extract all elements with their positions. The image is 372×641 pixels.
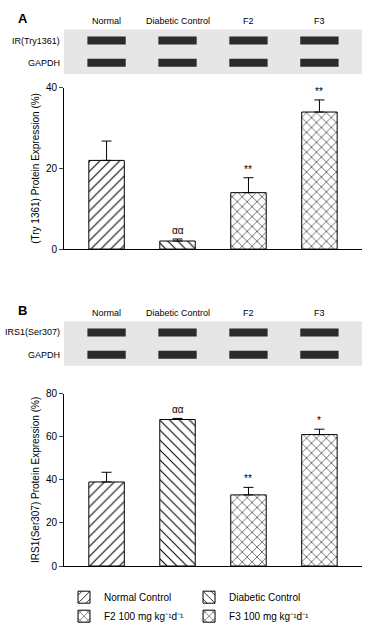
svg-text:20: 20 — [46, 163, 58, 174]
svg-text:GAPDH: GAPDH — [28, 350, 60, 360]
svg-text:IR(Try1361): IR(Try1361) — [12, 36, 60, 46]
svg-text:F2: F2 — [243, 308, 254, 318]
svg-text:20: 20 — [46, 517, 58, 528]
svg-text:0: 0 — [51, 561, 57, 572]
svg-text:*: * — [317, 415, 321, 426]
svg-text:**: ** — [244, 473, 252, 484]
svg-text:F3: F3 — [314, 16, 325, 26]
svg-text:Diabetic Control: Diabetic Control — [229, 592, 300, 603]
svg-text:F3 100 mg kg⁻¹d⁻¹: F3 100 mg kg⁻¹d⁻¹ — [229, 611, 309, 622]
svg-text:**: ** — [315, 86, 323, 97]
svg-text:**: ** — [244, 164, 252, 175]
svg-text:A: A — [18, 11, 28, 26]
svg-text:IRS1(Ser307): IRS1(Ser307) — [5, 327, 60, 337]
svg-text:Diabetic Control: Diabetic Control — [146, 308, 210, 318]
svg-text:F3: F3 — [314, 308, 325, 318]
svg-text:Normal Control: Normal Control — [104, 592, 171, 603]
svg-text:αα: αα — [172, 225, 184, 236]
svg-text:B: B — [18, 303, 27, 318]
svg-text:F2: F2 — [243, 16, 254, 26]
svg-text:IRS1(Ser307) Protein Expressio: IRS1(Ser307) Protein Expression (%) — [30, 397, 41, 563]
svg-text:Diabetic Control: Diabetic Control — [146, 16, 210, 26]
svg-text:(Try 1361) Protein Expression: (Try 1361) Protein Expression (%) — [30, 93, 41, 244]
svg-text:Normal: Normal — [92, 308, 121, 318]
svg-text:F2 100 mg kg⁻¹d⁻¹: F2 100 mg kg⁻¹d⁻¹ — [104, 611, 184, 622]
svg-text:αα: αα — [172, 404, 184, 415]
svg-text:40: 40 — [46, 474, 58, 485]
svg-text:60: 60 — [46, 431, 58, 442]
svg-text:GAPDH: GAPDH — [28, 58, 60, 68]
svg-text:Normal: Normal — [92, 16, 121, 26]
svg-text:80: 80 — [46, 388, 58, 399]
svg-text:40: 40 — [46, 82, 58, 93]
svg-text:0: 0 — [51, 244, 57, 255]
